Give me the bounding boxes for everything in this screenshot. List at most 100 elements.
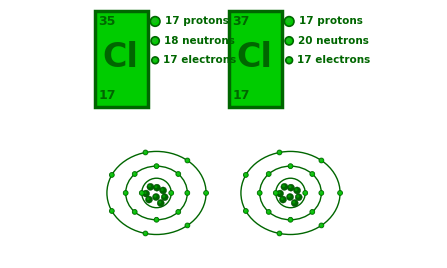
Circle shape: [110, 209, 113, 212]
Circle shape: [162, 195, 165, 198]
Circle shape: [320, 159, 322, 161]
Circle shape: [110, 209, 114, 213]
Circle shape: [139, 191, 144, 195]
Text: 18 neutrons: 18 neutrons: [164, 36, 235, 46]
Circle shape: [303, 191, 308, 195]
Circle shape: [277, 150, 282, 155]
Text: 37: 37: [232, 15, 249, 28]
Circle shape: [147, 183, 154, 190]
Circle shape: [296, 195, 299, 198]
Circle shape: [170, 191, 172, 193]
Circle shape: [185, 191, 190, 195]
Text: 35: 35: [98, 15, 115, 28]
Circle shape: [319, 223, 324, 228]
Circle shape: [257, 191, 262, 195]
Circle shape: [287, 38, 291, 42]
Circle shape: [161, 194, 168, 201]
Circle shape: [152, 193, 160, 200]
Circle shape: [294, 187, 300, 194]
Circle shape: [124, 191, 127, 193]
Circle shape: [282, 185, 285, 187]
Text: 17 protons: 17 protons: [299, 16, 363, 27]
Circle shape: [285, 37, 293, 45]
Circle shape: [143, 190, 149, 197]
Circle shape: [186, 191, 188, 193]
Circle shape: [292, 201, 295, 204]
Circle shape: [110, 173, 114, 177]
Circle shape: [281, 183, 288, 190]
Circle shape: [176, 210, 181, 214]
Circle shape: [295, 188, 298, 191]
Circle shape: [161, 188, 164, 191]
Circle shape: [266, 172, 271, 176]
Circle shape: [154, 195, 156, 198]
Circle shape: [287, 58, 291, 61]
Circle shape: [278, 151, 280, 153]
Circle shape: [177, 210, 179, 213]
Circle shape: [304, 191, 306, 193]
Circle shape: [152, 38, 156, 42]
Circle shape: [204, 191, 208, 195]
Circle shape: [205, 191, 207, 193]
Circle shape: [266, 210, 271, 214]
Circle shape: [288, 164, 293, 169]
Circle shape: [288, 217, 293, 222]
Circle shape: [310, 172, 315, 176]
Circle shape: [132, 210, 137, 214]
Circle shape: [177, 172, 179, 175]
Circle shape: [244, 209, 248, 213]
Circle shape: [291, 200, 298, 207]
Circle shape: [278, 232, 280, 234]
Text: 17: 17: [98, 89, 116, 102]
Circle shape: [319, 158, 324, 163]
Circle shape: [258, 191, 260, 193]
Circle shape: [147, 197, 149, 200]
Circle shape: [186, 159, 188, 161]
Circle shape: [152, 18, 157, 23]
Bar: [229, 11, 283, 107]
Circle shape: [244, 173, 248, 177]
Circle shape: [337, 191, 342, 195]
Circle shape: [277, 190, 283, 197]
Circle shape: [143, 231, 148, 236]
Circle shape: [133, 172, 135, 175]
Circle shape: [151, 37, 159, 45]
Circle shape: [267, 172, 269, 175]
Circle shape: [154, 164, 159, 169]
Circle shape: [286, 18, 291, 23]
Text: 17 electrons: 17 electrons: [163, 55, 236, 65]
Circle shape: [160, 187, 167, 194]
Circle shape: [132, 172, 137, 176]
Circle shape: [176, 172, 181, 176]
Text: 20 neutrons: 20 neutrons: [298, 36, 369, 46]
Text: Cl: Cl: [103, 40, 139, 73]
Text: Cl: Cl: [236, 40, 273, 73]
Text: 17 electrons: 17 electrons: [297, 55, 371, 65]
Circle shape: [287, 184, 295, 191]
Circle shape: [158, 201, 161, 204]
Circle shape: [284, 17, 294, 26]
Circle shape: [274, 191, 278, 195]
Text: 17 protons: 17 protons: [165, 16, 229, 27]
Circle shape: [150, 17, 160, 26]
Circle shape: [152, 57, 159, 64]
Circle shape: [244, 209, 246, 212]
Circle shape: [288, 195, 291, 198]
Circle shape: [153, 58, 156, 61]
Circle shape: [311, 210, 313, 213]
Circle shape: [153, 184, 160, 191]
Circle shape: [154, 217, 159, 222]
Circle shape: [278, 191, 281, 194]
Bar: [95, 11, 148, 107]
Circle shape: [123, 191, 128, 195]
Circle shape: [148, 185, 151, 187]
Text: 17: 17: [232, 89, 249, 102]
Circle shape: [295, 194, 302, 201]
Circle shape: [185, 158, 190, 163]
Circle shape: [146, 196, 152, 203]
Circle shape: [144, 191, 147, 194]
Circle shape: [133, 210, 135, 213]
Circle shape: [289, 218, 291, 220]
Circle shape: [186, 224, 188, 226]
Circle shape: [338, 191, 341, 193]
